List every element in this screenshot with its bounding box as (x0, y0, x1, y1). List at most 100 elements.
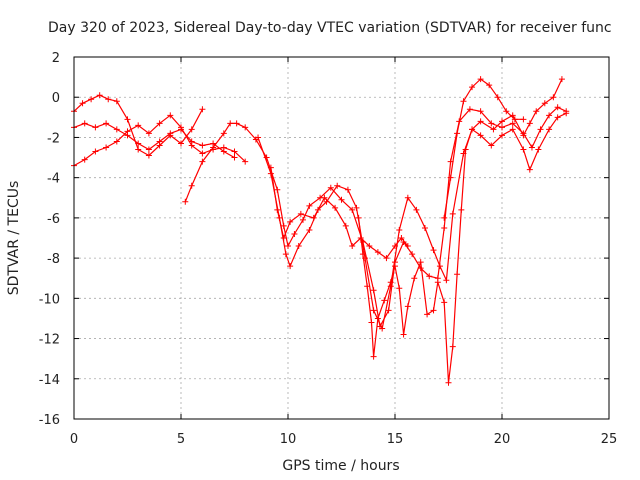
x-axis-label: GPS time / hours (282, 458, 399, 474)
data-point (511, 116, 518, 123)
data-point (113, 138, 120, 145)
data-point (267, 164, 274, 171)
data-point (220, 148, 227, 155)
data-point (546, 112, 553, 119)
data-point (310, 214, 317, 221)
data-point (321, 194, 328, 201)
data-point (486, 82, 493, 89)
data-point (554, 114, 561, 121)
data-point (327, 184, 334, 191)
data-point (379, 325, 386, 332)
data-point (520, 146, 527, 153)
data-point (188, 126, 195, 133)
plot-frame (73, 56, 610, 420)
data-point (520, 116, 527, 123)
data-point (477, 132, 484, 139)
data-point (436, 263, 443, 270)
data-point (285, 243, 291, 250)
data-point (449, 343, 456, 350)
y-tick-label: -8 (47, 252, 60, 267)
data-point (291, 230, 298, 237)
data-point (469, 84, 476, 91)
data-point (413, 206, 420, 213)
data-point (526, 166, 533, 173)
y-tick-label: -6 (47, 212, 60, 227)
data-point (145, 130, 152, 137)
data-point (454, 130, 461, 137)
data-point (426, 273, 433, 280)
data-point (355, 214, 362, 221)
grid (74, 57, 609, 419)
data-point (458, 206, 465, 213)
data-point (392, 263, 398, 270)
data-point (387, 279, 394, 286)
x-tick-label: 25 (601, 432, 618, 447)
data-point (494, 94, 501, 101)
data-point (364, 283, 371, 290)
data-point (220, 130, 227, 137)
data-point (242, 124, 249, 131)
data-point (306, 202, 313, 209)
data-point (400, 331, 407, 338)
data-point (282, 251, 289, 258)
data-point (287, 218, 294, 225)
y-tick-label: -10 (39, 292, 60, 307)
data-point (210, 144, 217, 151)
data-point (370, 353, 377, 360)
data-point (509, 120, 516, 127)
data-point (396, 226, 403, 233)
data-point (499, 118, 505, 125)
data-point (81, 120, 88, 127)
series-trace-1 (71, 112, 249, 169)
y-axis-label: SDTVAR / TECUs (6, 181, 22, 296)
data-point (462, 146, 469, 153)
data-point (488, 120, 495, 127)
data-point (499, 132, 505, 139)
data-point (443, 277, 450, 284)
data-point (156, 120, 163, 127)
data-point (477, 108, 484, 115)
series-line (270, 167, 409, 259)
data-point (135, 146, 142, 153)
series-trace-8 (441, 76, 527, 221)
y-tick-label: 0 (52, 91, 60, 106)
data-point (135, 122, 142, 129)
data-point (231, 148, 238, 155)
data-point (295, 243, 302, 250)
data-point (274, 186, 281, 193)
series-trace-6 (267, 164, 411, 262)
data-point (477, 76, 484, 83)
data-point (353, 204, 360, 211)
data-point (338, 196, 345, 203)
data-point (199, 142, 206, 149)
data-point (81, 156, 88, 163)
data-point (280, 222, 287, 229)
series-trace-5 (255, 110, 570, 332)
data-point (96, 92, 103, 99)
data-point (145, 152, 152, 159)
data-point (199, 106, 206, 113)
data-point (103, 120, 110, 127)
data-point (449, 210, 456, 217)
data-point (409, 251, 416, 258)
series-line (358, 78, 563, 383)
data-point (535, 146, 542, 153)
data-point (156, 142, 163, 149)
data-point (92, 124, 99, 131)
data-point (199, 158, 206, 165)
data-point (466, 106, 473, 113)
series-line (73, 122, 235, 159)
data-point (441, 214, 448, 221)
data-point (113, 126, 120, 133)
data-point (503, 108, 510, 115)
data-point (383, 255, 390, 262)
data-point (533, 108, 540, 115)
data-point (299, 216, 306, 223)
data-point (113, 98, 120, 105)
x-tick-label: 10 (280, 432, 297, 447)
data-point (366, 243, 373, 250)
data-point (231, 154, 238, 161)
data-point (421, 224, 428, 231)
data-point (267, 170, 274, 177)
y-tick-label: -2 (47, 131, 60, 146)
